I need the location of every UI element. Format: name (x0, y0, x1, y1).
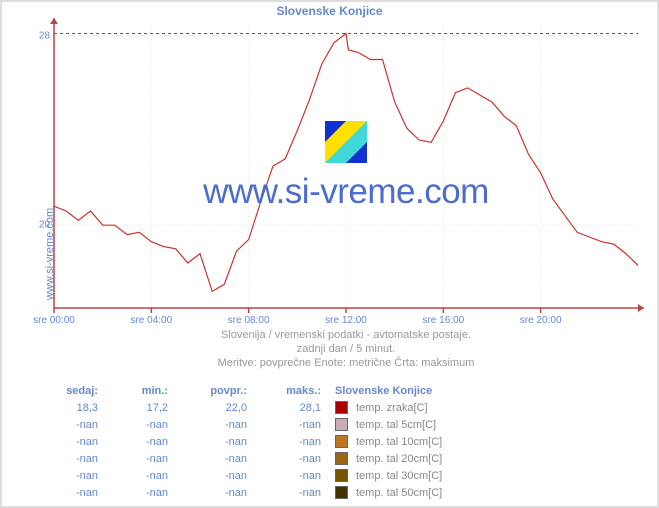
legend-swatch (335, 435, 348, 448)
legend-swatch (335, 401, 348, 414)
table-row: -nan-nan-nan-nantemp. tal 50cm[C] (42, 484, 442, 501)
cell-min: -nan (112, 436, 182, 448)
legend-swatch (335, 486, 348, 499)
data-table: sedaj: min.: povpr.: maks.: Slovenske Ko… (42, 382, 442, 501)
ytick-label: 20 (30, 220, 50, 231)
cell-sedaj: -nan (42, 419, 112, 431)
plot-area (54, 24, 638, 308)
cell-min: -nan (112, 419, 182, 431)
cell-min: -nan (112, 453, 182, 465)
cell-sedaj: -nan (42, 453, 112, 465)
cell-min: 17,2 (112, 402, 182, 414)
xtick-label: sre 12:00 (325, 315, 367, 326)
cell-min: -nan (112, 487, 182, 499)
legend-label: temp. tal 10cm[C] (356, 436, 442, 448)
cell-povpr: -nan (182, 453, 261, 465)
table-header-row: sedaj: min.: povpr.: maks.: Slovenske Ko… (42, 382, 442, 399)
table-row: -nan-nan-nan-nantemp. tal 10cm[C] (42, 433, 442, 450)
hdr-min: min. (142, 385, 165, 397)
cell-maks: -nan (261, 453, 335, 465)
table-row: -nan-nan-nan-nantemp. tal 20cm[C] (42, 450, 442, 467)
cell-povpr: 22,0 (182, 402, 261, 414)
cell-maks: -nan (261, 470, 335, 482)
legend-swatch (335, 418, 348, 431)
cell-povpr: -nan (182, 470, 261, 482)
subtitle-2: zadnji dan / 5 minut. (54, 342, 638, 356)
xtick-label: sre 16:00 (422, 315, 464, 326)
cell-sedaj: -nan (42, 487, 112, 499)
cell-povpr: -nan (182, 436, 261, 448)
cell-min: -nan (112, 470, 182, 482)
cell-maks: -nan (261, 487, 335, 499)
cell-sedaj: -nan (42, 436, 112, 448)
legend-label: temp. zraka[C] (356, 402, 428, 414)
xtick-label: sre 04:00 (130, 315, 172, 326)
cell-povpr: -nan (182, 487, 261, 499)
legend-title: Slovenske Konjice (335, 385, 432, 397)
legend-swatch (335, 452, 348, 465)
subtitle-3: Meritve: povprečne Enote: metrične Črta:… (54, 356, 638, 370)
table-row: -nan-nan-nan-nantemp. tal 5cm[C] (42, 416, 442, 433)
legend-label: temp. tal 50cm[C] (356, 487, 442, 499)
hdr-maks: maks. (286, 385, 317, 397)
cell-maks: -nan (261, 419, 335, 431)
table-row: -nan-nan-nan-nantemp. tal 30cm[C] (42, 467, 442, 484)
legend-label: temp. tal 5cm[C] (356, 419, 436, 431)
cell-sedaj: -nan (42, 470, 112, 482)
table-row: 18,317,222,028,1 temp. zraka[C] (42, 399, 442, 416)
ytick-label: 28 (30, 30, 50, 41)
chart-frame: Slovenske Konjice www.si-vreme.com sre 0… (0, 0, 659, 508)
xtick-label: sre 08:00 (228, 315, 270, 326)
xtick-label: sre 00:00 (33, 315, 75, 326)
xtick-label: sre 20:00 (520, 315, 562, 326)
chart-title: Slovenske Konjice (2, 4, 657, 18)
cell-maks: 28,1 (261, 402, 335, 414)
legend-label: temp. tal 30cm[C] (356, 470, 442, 482)
legend-swatch (335, 469, 348, 482)
cell-povpr: -nan (182, 419, 261, 431)
cell-maks: -nan (261, 436, 335, 448)
hdr-sedaj: sedaj (66, 385, 94, 397)
legend-label: temp. tal 20cm[C] (356, 453, 442, 465)
cell-sedaj: 18,3 (42, 402, 112, 414)
hdr-povpr: povpr. (210, 385, 243, 397)
subtitle-1: Slovenija / vremenski podatki - avtomats… (54, 328, 638, 342)
